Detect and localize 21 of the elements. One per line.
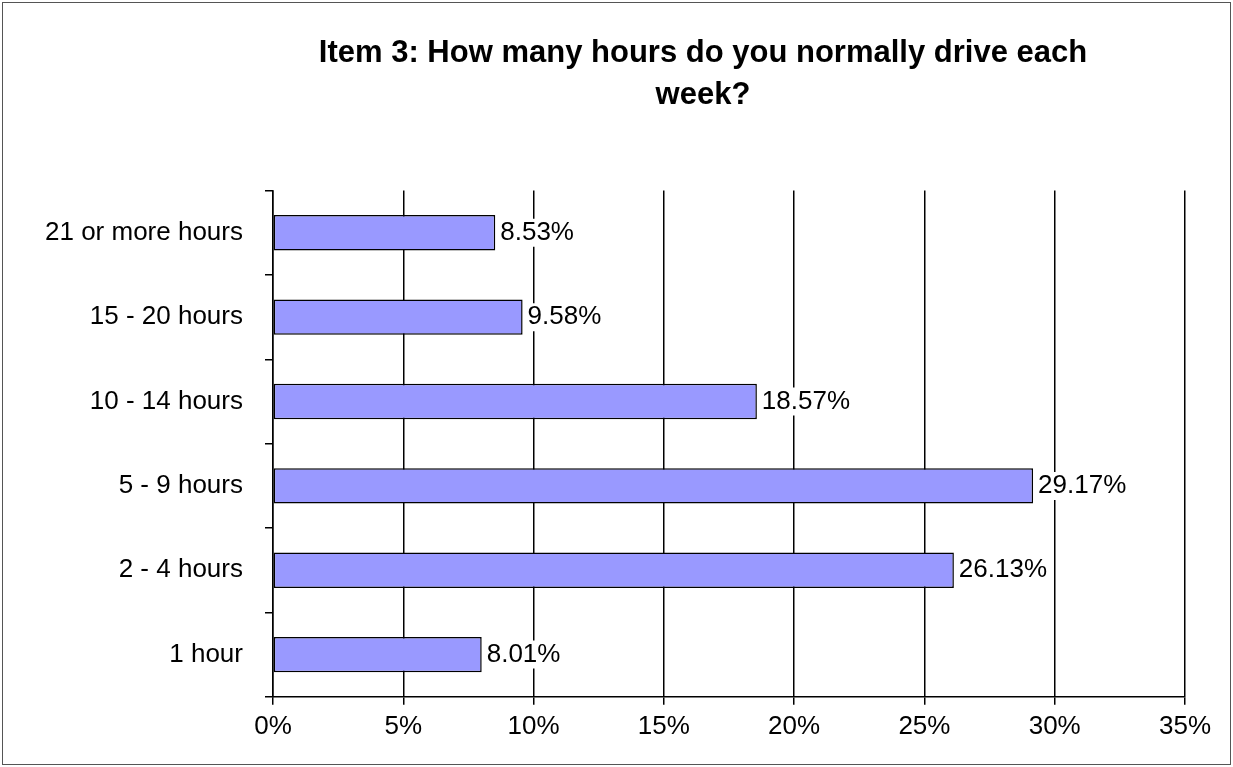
x-tick-label: 10% [507,709,560,740]
y-tick-label: 10 - 14 hours [89,384,243,415]
x-tick-label: 5% [384,709,423,740]
x-tick-label: 35% [1158,709,1212,740]
data-label: 29.17% [1038,469,1127,500]
y-tick-label: 21 or more hours [45,215,243,246]
y-tick-label: 5 - 9 hours [118,469,243,500]
data-label: 8.53% [500,215,574,246]
x-tick-label: 30% [1028,709,1081,740]
data-label: 9.58% [527,300,602,331]
chart-title: Item 3: How many hours do you normally drive each week? [317,33,1089,113]
data-label: 8.01% [486,637,561,668]
x-tick-label: 15% [637,709,690,740]
y-tick-label: 15 - 20 hours [89,300,243,331]
x-tick-label: 20% [768,709,821,740]
data-label: 18.57% [761,384,851,415]
data-label: 26.13% [958,553,1048,584]
y-tick-label: 1 hour [169,637,244,668]
x-tick-label: 0% [254,709,292,740]
x-tick-label: 25% [898,709,951,740]
y-tick-label: 2 - 4 hours [118,553,243,584]
